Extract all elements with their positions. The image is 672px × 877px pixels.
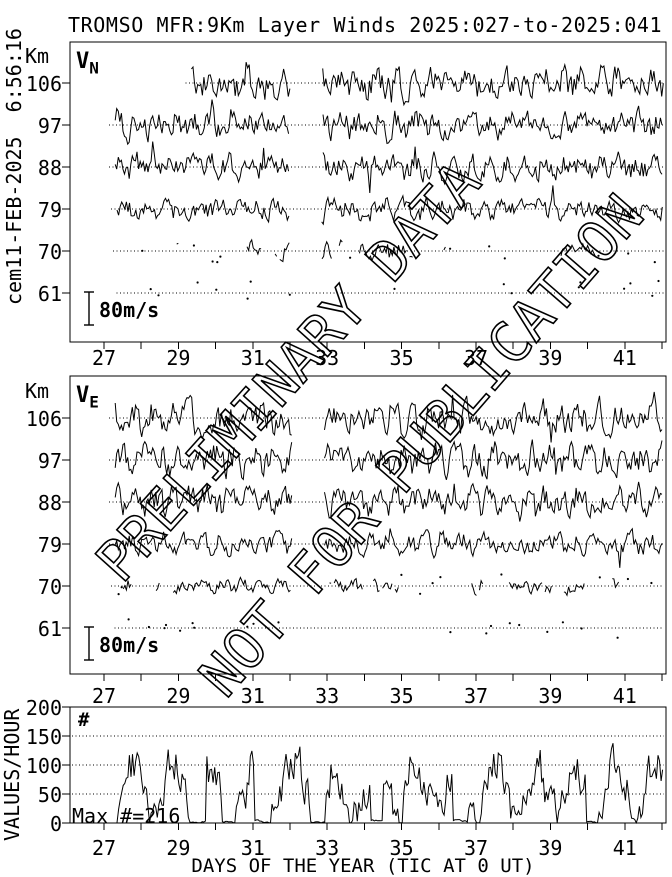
x-tick-label: 29 [166,346,191,370]
x-tick-label: 41 [612,346,637,370]
counts-y-tick-label: 50 [37,783,62,807]
counts-y-tick-label: 200 [25,696,62,720]
altitude-tick-label: 79 [37,533,62,557]
x-tick-label: 39 [538,684,563,708]
component-subscript: N [89,58,99,78]
x-tick-label: 31 [240,836,265,860]
max-count-label: Max #=216 [72,804,181,828]
altitude-tick-label: 106 [25,407,62,431]
counts-y-tick-label: 100 [25,754,62,778]
x-tick-label: 27 [91,346,117,370]
component-label-vn: VN [76,49,99,77]
x-tick-label: 35 [389,346,414,370]
altitude-tick-label: 97 [37,114,62,138]
x-tick-label: 41 [612,684,637,708]
counts-y-tick-label: 150 [25,725,62,749]
x-tick-label: 33 [315,684,340,708]
altitude-tick-label: 106 [25,72,62,96]
altitude-tick-label: 70 [37,575,62,599]
x-tick-label: 33 [315,836,340,860]
x-tick-label: 41 [612,836,637,860]
component-letter: V [76,49,90,74]
x-tick-label: 31 [240,684,265,708]
x-tick-label: 37 [463,836,489,860]
km-axis-label-ve: Km [25,379,50,403]
altitude-tick-label: 97 [37,449,62,473]
altitude-tick-label: 61 [37,282,62,306]
x-tick-label: 29 [166,684,191,708]
x-tick-label: 35 [389,684,414,708]
x-tick-label: 27 [91,684,117,708]
plot-title: TROMSO MFR:9Km Layer Winds 2025:027-to-2… [68,13,663,37]
component-letter: V [76,383,90,408]
x-tick-label: 27 [91,836,117,860]
x-axis-title: DAYS OF THE YEAR (TIC AT 0 UT) [191,855,535,877]
component-label-ve: VE [76,383,99,411]
component-subscript: E [89,392,99,412]
x-tick-label: 29 [166,836,191,860]
altitude-tick-label: 79 [37,198,62,222]
x-tick-label: 39 [538,346,563,370]
counts-y-tick-label: 0 [49,812,62,836]
creation-timestamp: cem11-FEB-2025 6:56:16 [2,28,26,305]
x-tick-label: 37 [463,684,489,708]
altitude-tick-label: 70 [37,240,62,264]
altitude-tick-label: 61 [37,617,62,641]
counts-y-axis-label: VALUES/HOUR [0,708,24,841]
altitude-tick-label: 88 [37,491,62,515]
scale-bar-label-vn: 80m/s [99,298,160,322]
altitude-tick-label: 88 [37,156,62,180]
x-tick-label: 33 [315,346,340,370]
counts-hash-label: # [78,709,90,731]
x-tick-label: 37 [463,346,489,370]
x-tick-label: 35 [389,836,414,860]
scale-bar-label-ve: 80m/s [99,633,160,657]
x-tick-label: 31 [240,346,265,370]
km-axis-label-vn: Km [25,44,50,68]
x-tick-label: 39 [538,836,563,860]
